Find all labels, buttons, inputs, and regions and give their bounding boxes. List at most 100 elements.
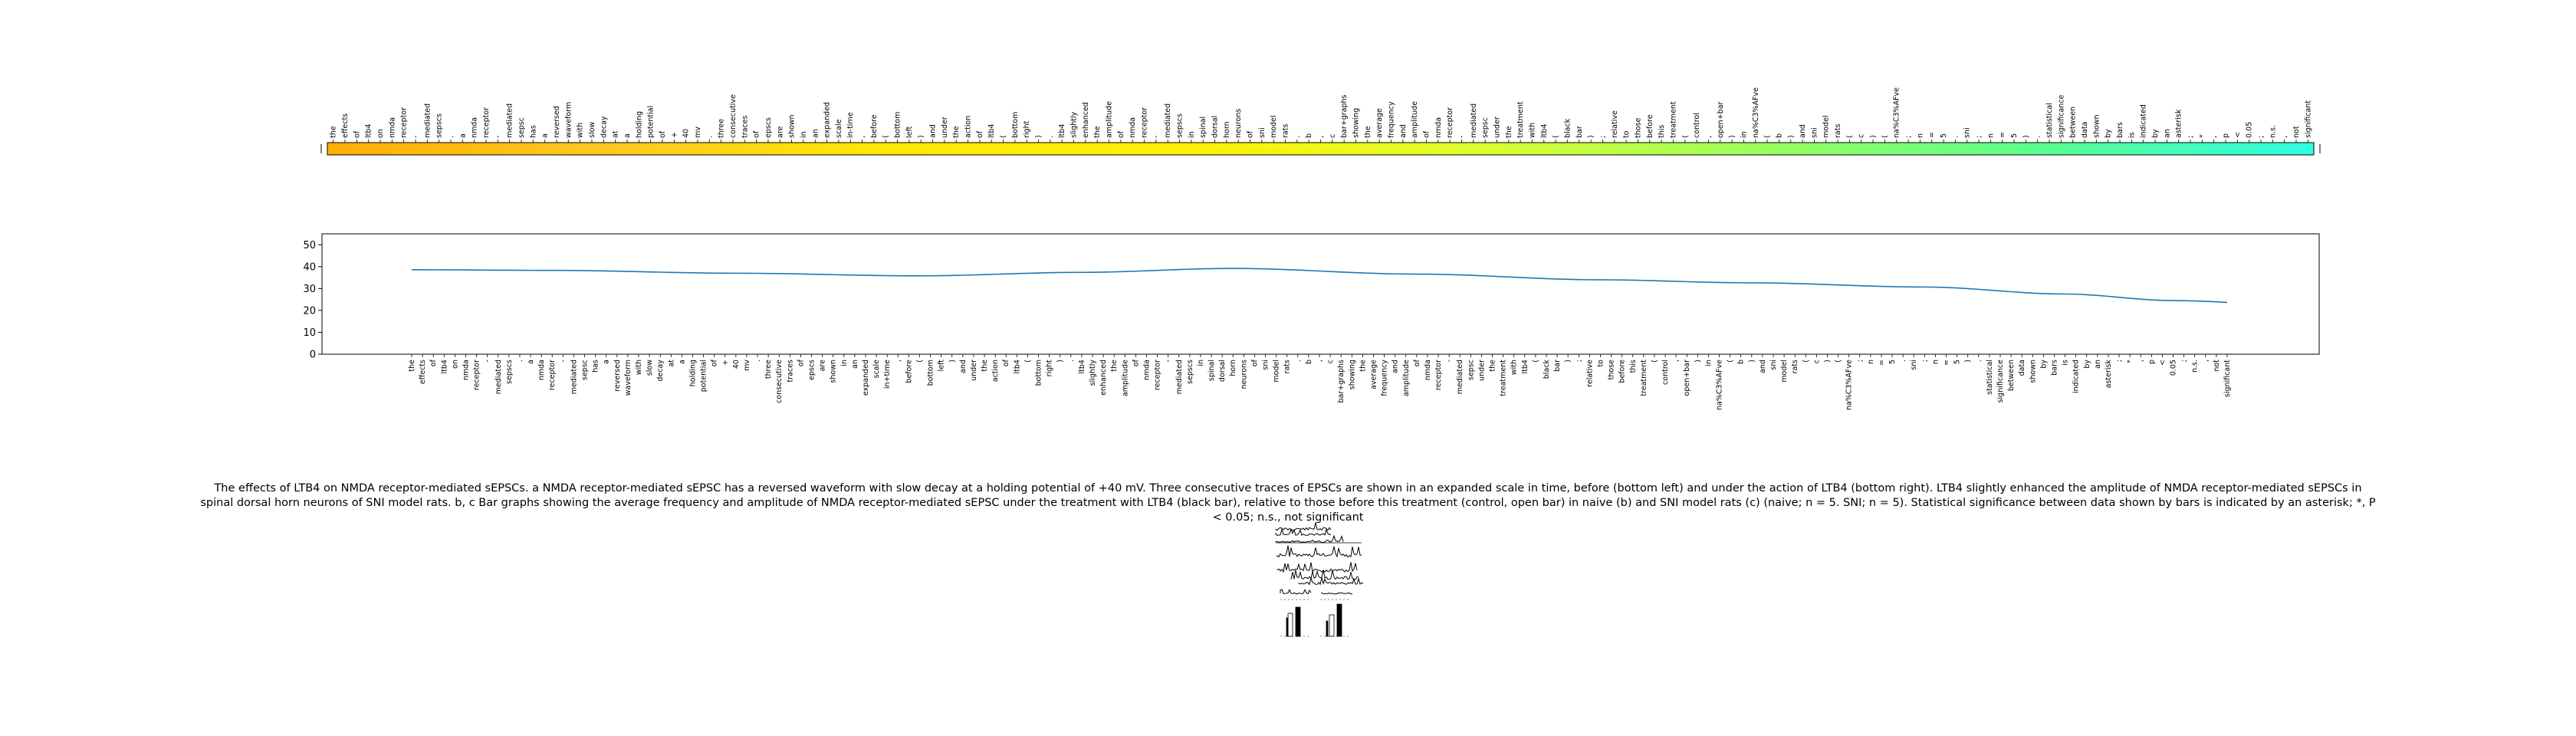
- heatmap-token-label: -: [1457, 136, 1466, 138]
- heatmap-token-label: 5: [1940, 133, 1948, 138]
- heatmap-token-label: and: [929, 124, 938, 138]
- x-tick-label: at: [667, 360, 675, 367]
- x-tick-label: 5: [1953, 360, 1962, 364]
- x-tick-label: holding: [688, 360, 697, 386]
- heatmap-token-label: +: [670, 132, 678, 138]
- x-tick-label: .: [1975, 360, 1983, 362]
- heatmap-token-label: right: [1023, 120, 1031, 138]
- x-tick-label: ltb4: [1521, 360, 1530, 373]
- heatmap-token-label: sni: [1810, 127, 1819, 138]
- heatmap-token-label: sepsc: [518, 117, 526, 138]
- heatmap-token-label: under: [1493, 117, 1501, 138]
- x-tick-label: a: [527, 360, 535, 364]
- heatmap-token-label: treatment: [1669, 101, 1677, 138]
- heatmap-token-label: horn: [1223, 121, 1231, 138]
- heatmap-token-label: ): [1728, 135, 1737, 138]
- x-tick-label: ;: [2115, 360, 2124, 362]
- heatmap-token-label: decay: [600, 116, 608, 138]
- x-tick-label: under: [1477, 360, 1486, 381]
- heatmap-token-label: sepscs: [1176, 113, 1184, 138]
- x-tick-label: ,: [2137, 360, 2145, 362]
- heatmap-token-label: (: [1763, 135, 1772, 138]
- heatmap-token-label: between: [2069, 107, 2078, 138]
- x-tick-label: the: [1110, 360, 1119, 372]
- heatmap-token-label: treatment: [1516, 101, 1525, 138]
- heatmap-token-label: 0.05: [2246, 122, 2254, 138]
- heatmap-token-label: in: [800, 131, 808, 138]
- heatmap-token-label: p: [2222, 133, 2230, 138]
- x-tick-label: with: [635, 360, 643, 375]
- heatmap-token-label: =: [1928, 132, 1937, 138]
- x-tick-label: ): [1964, 360, 1973, 363]
- heatmap-token-label: mediated: [1164, 104, 1172, 138]
- x-tick-label: decay: [656, 360, 665, 382]
- x-tick-label: statistical: [1986, 360, 1994, 395]
- x-tick-label: ;: [2180, 360, 2189, 362]
- heatmap-token-label: model: [1270, 115, 1278, 138]
- heatmap-token-label: of: [1422, 130, 1431, 138]
- x-tick-label: average: [1369, 360, 1378, 389]
- x-tick-label: this: [1629, 360, 1638, 373]
- x-tick-label: ): [1748, 360, 1756, 363]
- x-tick-label: ;: [1921, 360, 1929, 362]
- thumbnail-trace: [1280, 588, 1312, 595]
- heatmap-token-label: mediated: [423, 104, 432, 138]
- heatmap-token-label: of: [1247, 130, 1255, 138]
- x-tick-label: sepsc: [1467, 360, 1475, 380]
- heatmap-token-label: statistical: [2045, 103, 2054, 138]
- heatmap-token-label: control: [1693, 113, 1701, 138]
- x-tick-label: sepsc: [581, 360, 590, 380]
- heatmap-token-label: of: [1117, 130, 1125, 138]
- x-tick-label: sni: [1910, 360, 1918, 370]
- thumbnail-bar: [1326, 620, 1329, 637]
- x-tick-label: significant: [2223, 360, 2232, 397]
- x-tick-label: nmda: [1142, 360, 1151, 380]
- heatmap-token-label: (: [1000, 135, 1008, 138]
- heatmap-token-label: ;: [1598, 136, 1607, 138]
- heatmap-token-label: amplitude: [1106, 101, 1114, 138]
- heatmap-token-label: spinal: [1199, 117, 1208, 138]
- heatmap-token-label: average: [1375, 108, 1384, 138]
- thumbnail-trace: [1298, 577, 1364, 586]
- x-tick-label: before: [905, 360, 913, 383]
- x-tick-label: neurons: [1240, 360, 1248, 389]
- x-tick-label: mediated: [1456, 360, 1464, 394]
- x-tick-label: bars: [2050, 360, 2058, 376]
- heatmap-token-label: ,: [2210, 136, 2219, 138]
- heatmap-token-label: 5: [2010, 133, 2019, 138]
- x-tick-label: shown: [830, 360, 838, 383]
- x-tick-label: ltb4: [1013, 360, 1021, 373]
- x-tick-label: of: [1413, 359, 1421, 366]
- heatmap-token-label: -: [494, 136, 502, 138]
- heatmap-token-label: model: [1822, 115, 1831, 138]
- x-tick-label: of: [711, 359, 719, 366]
- x-tick-label: na%C3%AFve: [1845, 360, 1854, 410]
- x-tick-label: na%C3%AFve: [1716, 360, 1724, 410]
- heatmap-token-label: ,: [859, 136, 867, 138]
- heatmap-token-label: and: [1399, 124, 1408, 138]
- heatmap-token-label: .: [1046, 136, 1055, 138]
- x-tick-label: ,: [2202, 360, 2210, 362]
- heatmap-token-label: =: [1999, 132, 2007, 138]
- x-tick-label: -: [484, 360, 492, 362]
- heatmap-token-label: significance: [2057, 94, 2065, 138]
- heatmap-token-label: ltb4: [1540, 124, 1549, 138]
- x-tick-label: waveform: [624, 360, 632, 396]
- x-tick-label: ): [1823, 360, 1832, 363]
- heatmap-token-label: in-time: [846, 112, 855, 138]
- x-tick-label: sni: [1262, 360, 1270, 370]
- x-tick-label: =: [1878, 360, 1886, 366]
- x-tick-label: bar: [1553, 360, 1562, 372]
- thumbnail-bar: [1329, 614, 1335, 637]
- heatmap-token-label: in: [1188, 131, 1196, 138]
- heatmap-token-label: waveform: [564, 102, 573, 138]
- x-tick-label: left: [938, 360, 946, 372]
- x-tick-label: an: [2094, 360, 2102, 369]
- heatmap-token-label: significant: [2304, 100, 2312, 138]
- heatmap-token-label: a: [541, 133, 550, 138]
- heatmap-token-label: (: [1845, 135, 1854, 138]
- x-tick-label: dorsal: [1218, 360, 1227, 382]
- x-tick-label: ;: [1856, 360, 1865, 362]
- x-tick-label: on: [451, 360, 459, 369]
